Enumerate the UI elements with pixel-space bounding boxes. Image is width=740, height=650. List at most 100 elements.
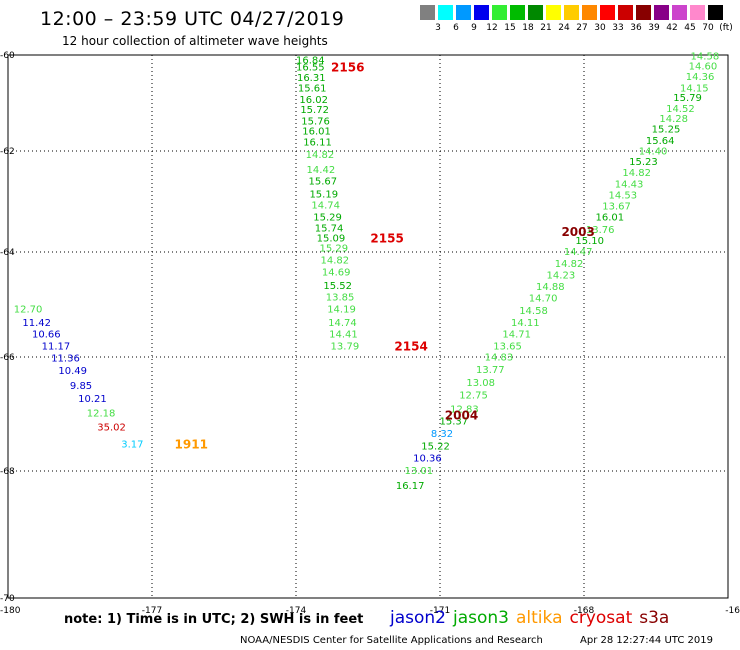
observation-label: 9.85 [70,381,92,392]
legend-swatch [474,5,489,20]
observation-label: 16.02 [299,95,328,106]
observation-label: 11.42 [22,318,51,329]
observation-label: 12.18 [87,408,116,419]
observation-label: 16.17 [396,481,425,492]
legend-swatch [690,5,705,20]
axis-labels: -60 -62 -64 -66 -68 -70 -180 -177 -174 -171 -168 -1… [0,51,740,616]
observation-label: 13.76 [586,225,615,236]
observation-label: 14.47 [564,247,593,258]
observation-label: 10.21 [78,394,107,405]
legend-label: 6 [453,23,459,33]
observation-label: 12.83 [450,404,479,415]
legend-label: 18 [522,23,534,33]
observation-label: 14.42 [307,165,336,176]
observation-label: 14.74 [328,318,357,329]
lat-tick-label: -66 [0,353,15,363]
lat-tick-label: -64 [0,248,15,258]
map-grid [8,55,728,598]
observation-label: 15.72 [300,105,329,116]
satellite-name: jason2 [390,608,446,628]
observation-label: 14.83 [485,352,514,363]
observation-label: 10.66 [32,329,61,340]
observation-label: 15.64 [646,136,675,147]
lon-tick-label: -174 [286,606,307,616]
map-border [7,54,729,599]
track-time-label: 2155 [370,231,403,245]
observation-label: 14.58 [519,306,548,317]
legend-swatch [672,5,687,20]
observation-label: 10.36 [413,453,442,464]
observation-label: 10.49 [58,366,87,377]
observation-label: 14.43 [615,179,644,190]
observation-label: 14.41 [329,329,358,340]
legend-label: 42 [666,23,678,33]
observation-label: 14.11 [511,318,540,329]
map-frame [7,54,729,599]
observation-label: 15.23 [629,157,658,168]
satellite-name: s3a [639,608,670,628]
observation-label: 13.01 [404,466,433,477]
lat-tick-label: -62 [0,147,15,157]
observation-label: 13.77 [476,365,505,376]
legend-label: 70 [702,23,714,33]
observation-label: 14.28 [659,114,688,125]
legend-swatch [582,5,597,20]
legend-swatch [618,5,633,20]
legend-swatch [528,5,543,20]
observation-label: 14.23 [547,271,576,282]
generated-timestamp: Apr 28 12:27:44 UTC 2019 [580,635,713,646]
observation-label: 15.10 [575,236,604,247]
legend-label: 9 [471,23,477,33]
page-subtitle: 12 hour collection of altimeter wave hei… [62,34,328,48]
legend-label: 3 [435,23,441,33]
legend-swatch [510,5,525,20]
note-text: note: 1) Time is in UTC; 2) SWH is in fe… [64,612,364,627]
legend-label: 27 [576,23,588,33]
observation-label: 16.84 [296,55,325,66]
observation-label: 3.17 [121,440,143,451]
observation-label: 14.74 [311,201,340,212]
observation-label: 13.08 [466,378,495,389]
observation-label: 14.19 [327,305,356,316]
observation-label: 15.37 [440,416,469,427]
legend-label: 24 [558,23,570,33]
observation-label: 16.11 [303,137,332,148]
observation-label: 15.79 [673,93,702,104]
observation-label: 14.15 [680,84,709,95]
lon-tick-label: -177 [142,606,162,616]
legend-swatch [600,5,615,20]
legend-swatch [456,5,471,20]
legend-swatch [546,5,561,20]
observation-label: 13.65 [493,341,522,352]
observation-label: 16.55 [296,63,325,74]
legend-swatch [420,5,435,20]
observation-label: 14.82 [622,168,651,179]
legend-swatch [654,5,669,20]
legend-label: 39 [648,23,660,33]
legend-label: 15 [504,23,516,33]
observation-label: 12.75 [459,391,488,402]
observation-label: 16.01 [302,126,331,137]
observation-label: 11.36 [51,354,80,365]
observation-label: 15.22 [421,441,450,452]
observation-label: 14.88 [536,282,565,293]
observation-label: 15.67 [308,176,337,187]
observation-label: 14.69 [322,267,351,278]
observation-label: 14.53 [608,190,637,201]
observation-label: 15.76 [301,116,330,127]
observation-label: 13.79 [331,341,360,352]
observation-label: 15.52 [323,281,352,292]
track-time-label: 1911 [175,438,208,452]
lat-tick-label: -70 [0,594,15,604]
observation-label: 14.52 [666,104,695,115]
observation-label: 14.58 [691,51,720,62]
legend-label: 21 [540,23,552,33]
lon-tick-label: -168 [574,606,595,616]
observation-label: 12.70 [14,305,43,316]
legend-label: 30 [594,23,606,33]
lon-tick-label: -16 [725,606,740,616]
satellite-name: jason3 [453,608,509,628]
observation-label: 35.02 [97,423,126,434]
observation-label: 13.67 [602,202,631,213]
observation-label: 14.60 [689,62,718,73]
